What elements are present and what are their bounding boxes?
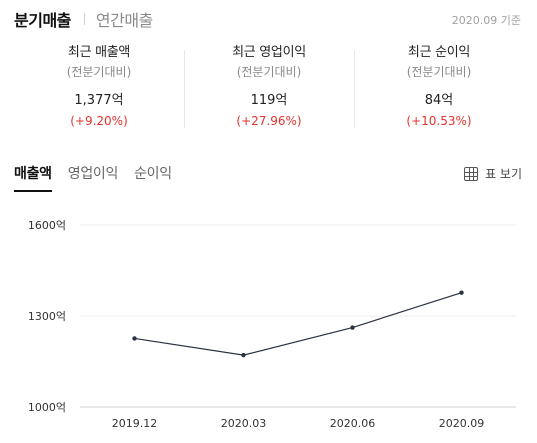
metric-value: 119억 [250, 93, 288, 108]
y-tick-label: 1000억 [28, 401, 66, 414]
table-view-label: 표 보기 [485, 167, 522, 181]
table-view-button[interactable]: 표 보기 [464, 165, 522, 182]
revenue-line-chart: 1000억 1300억 1600억 2019.12 2020.03 2020.06 2020… [28, 219, 516, 430]
metric-subtitle: (전분기대비) [236, 65, 302, 79]
data-point[interactable] [132, 336, 137, 341]
metric-subtitle: (전분기대비) [66, 65, 132, 79]
data-point[interactable] [241, 352, 246, 358]
x-tick-label: 2020.03 [221, 417, 267, 430]
metric-change: (+9.20%) [70, 114, 128, 128]
summary-panel: 최근 매출액 (전분기대비) 1,377억 (+9.20%) 최근 영업이익 (… [14, 44, 524, 136]
x-tick-label: 2020.09 [439, 417, 485, 430]
metric-net-profit: 최근 순이익 (전분기대비) 84억 (+10.53%) [354, 44, 524, 136]
tab-net-profit[interactable]: 순이익 [134, 166, 172, 182]
metric-revenue: 최근 매출액 (전분기대비) 1,377억 (+9.20%) [14, 44, 184, 136]
metric-change: (+27.96%) [236, 114, 302, 128]
metric-title: 최근 순이익 [407, 45, 471, 60]
tab-quarterly-revenue[interactable]: 분기매출 [14, 11, 71, 30]
series-line [134, 292, 462, 356]
metric-value: 1,377억 [74, 93, 124, 108]
data-point[interactable] [350, 325, 355, 330]
tab-revenue[interactable]: 매출액 [14, 163, 52, 192]
metric-subtitle: (전분기대비) [406, 65, 472, 79]
metric-tabs: 매출액 영업이익 순이익 [14, 163, 172, 192]
tab-operating-profit[interactable]: 영업이익 [67, 166, 119, 182]
metric-title: 최근 매출액 [67, 45, 131, 60]
period-tabs: 분기매출 연간매출 [14, 8, 153, 30]
metric-value: 84억 [424, 93, 454, 108]
x-tick-label: 2019.12 [112, 417, 158, 430]
as-of-date: 2020.09 기준 [451, 14, 521, 27]
metric-change: (+10.53%) [406, 114, 472, 128]
tab-annual-revenue[interactable]: 연간매출 [95, 11, 153, 30]
y-tick-label: 1600억 [28, 219, 66, 232]
tab-divider [83, 13, 85, 25]
y-tick-label: 1300억 [28, 310, 66, 323]
data-point[interactable] [459, 290, 464, 295]
table-icon [464, 166, 479, 181]
x-tick-label: 2020.06 [330, 417, 376, 430]
metric-operating-profit: 최근 영업이익 (전분기대비) 119억 (+27.96%) [184, 44, 354, 136]
metric-title: 최근 영업이익 [232, 45, 306, 60]
